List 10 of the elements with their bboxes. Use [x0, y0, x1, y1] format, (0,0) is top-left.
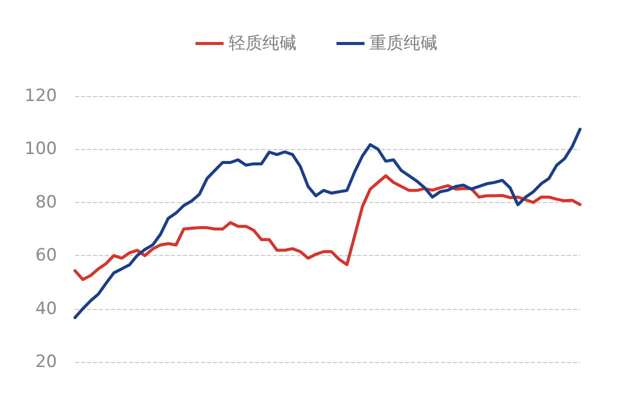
line-series — [74, 128, 582, 320]
y-tick-label: 40 — [35, 298, 57, 319]
legend-label: 重质纯碱 — [370, 34, 438, 54]
line-series — [74, 174, 582, 282]
y-tick-label: 120 — [24, 86, 57, 106]
y-tick-label: 80 — [35, 192, 57, 212]
y-tick-label: 100 — [24, 139, 57, 160]
legend-label: 轻质纯碱 — [228, 34, 296, 54]
y-tick-label: 20 — [35, 352, 57, 372]
y-tick-label: 60 — [35, 246, 57, 266]
